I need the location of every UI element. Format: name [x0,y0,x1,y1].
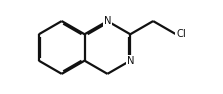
Text: Cl: Cl [176,29,186,39]
Text: N: N [126,56,134,66]
Text: N: N [104,16,111,26]
